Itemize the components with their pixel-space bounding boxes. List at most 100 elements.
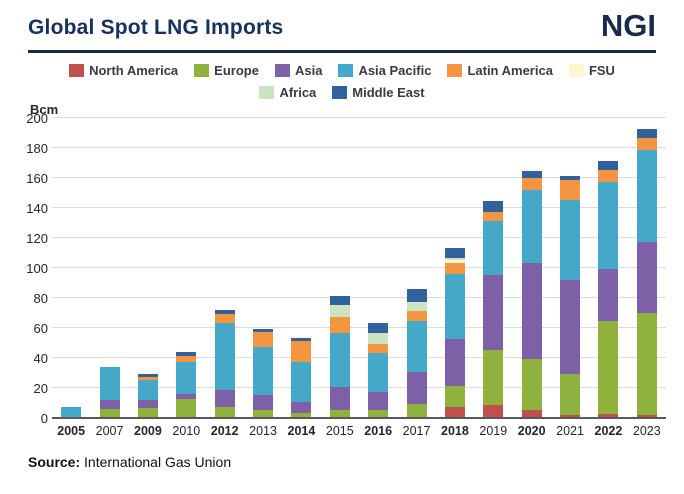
legend-swatch: [332, 86, 348, 99]
segment-europe: [137, 408, 158, 417]
legend-item-asia: Asia: [274, 63, 323, 78]
bar-2019: [483, 201, 504, 417]
y-tick-label: 40: [33, 351, 48, 366]
segment-asia-pacific: [329, 333, 350, 387]
x-tick-label: 2012: [210, 424, 239, 438]
segment-africa: [406, 301, 427, 312]
chart: 0 20 40 60 80 100 120 140 160 180 200: [20, 111, 666, 426]
segment-latin-america: [176, 355, 197, 363]
segment-asia-pacific: [214, 322, 235, 390]
x-tick-label: 2013: [249, 424, 277, 438]
x-tick-label: 2016: [364, 424, 393, 438]
legend-label: Latin America: [467, 63, 553, 78]
segment-latin-america: [329, 317, 350, 333]
legend-label: Asia: [294, 63, 323, 78]
segment-asia: [560, 279, 581, 375]
bar-slot: [129, 119, 167, 417]
legend-swatch: [338, 64, 354, 77]
bar-2015: [329, 295, 350, 417]
segment-europe: [329, 410, 350, 417]
segment-asia-pacific: [521, 189, 542, 264]
y-tick-label: 160: [26, 171, 48, 186]
segment-latin-america: [483, 211, 504, 221]
source-label: Source:: [28, 454, 81, 470]
plot-area: [52, 117, 666, 419]
x-axis-labels: 2005 2007 2009 2010 2012 2013 2014 2015 2016 2017…: [52, 424, 666, 438]
segment-asia: [598, 268, 619, 321]
segment-europe: [368, 409, 389, 417]
segment-europe: [214, 406, 235, 417]
segment-asia: [137, 399, 158, 408]
y-tick-label: 60: [33, 321, 48, 336]
legend-item-latin-america: Latin America: [447, 63, 553, 78]
segment-latin-america: [214, 313, 235, 323]
segment-asia: [483, 275, 504, 351]
gridline: [52, 237, 666, 238]
segment-latin-america: [406, 311, 427, 321]
x-tick-label: 2007: [95, 424, 124, 438]
legend-label: Europe: [214, 63, 259, 78]
segment-middle-east: [176, 351, 197, 356]
gridline: [52, 207, 666, 208]
gridline: [52, 117, 666, 118]
gridline: [52, 147, 666, 148]
segment-asia: [636, 242, 657, 313]
x-tick-label: 2020: [517, 424, 546, 438]
legend-item-fsu: FSU: [568, 63, 615, 78]
segment-latin-america: [137, 376, 158, 381]
segment-latin-america: [253, 332, 274, 348]
segment-asia-pacific: [61, 407, 82, 417]
x-tick-label: 2017: [402, 424, 431, 438]
segment-asia-pacific: [483, 220, 504, 276]
bar-2021: [560, 175, 581, 417]
segment-europe: [636, 312, 657, 415]
bar-2017: [406, 288, 427, 417]
source-line: Source: International Gas Union: [28, 454, 684, 470]
segment-europe: [291, 413, 312, 417]
bar-2014: [291, 338, 312, 417]
legend-item-north-america: North America: [69, 63, 178, 78]
bar-slot: [206, 119, 244, 417]
segment-asia: [368, 392, 389, 410]
segment-asia: [253, 395, 274, 410]
segment-europe: [406, 403, 427, 417]
bar-slot: [167, 119, 205, 417]
y-tick-label: 140: [26, 201, 48, 216]
segment-asia: [444, 339, 465, 386]
segment-africa: [368, 333, 389, 345]
segment-middle-east: [329, 295, 350, 305]
segment-fsu: [444, 260, 465, 263]
legend-swatch: [274, 64, 290, 77]
segment-middle-east: [560, 175, 581, 180]
legend-item-africa: Africa: [259, 85, 316, 100]
segment-europe: [560, 374, 581, 415]
segment-africa: [329, 304, 350, 318]
segment-europe: [253, 409, 274, 417]
segment-asia: [521, 263, 542, 359]
bar-2018: [444, 248, 465, 417]
legend-item-middle-east: Middle East: [332, 85, 425, 100]
gridline: [52, 267, 666, 268]
bar-2023: [636, 129, 657, 417]
legend-swatch: [447, 64, 463, 77]
legend-item-europe: Europe: [194, 63, 259, 78]
segment-asia-pacific: [444, 273, 465, 339]
source-text: International Gas Union: [84, 454, 232, 470]
segment-europe: [598, 321, 619, 414]
segment-middle-east: [444, 248, 465, 258]
segment-middle-east: [521, 171, 542, 178]
y-axis-unit-label: Bcm: [30, 102, 59, 117]
segment-latin-america: [444, 262, 465, 274]
segment-africa: [444, 258, 465, 261]
legend-item-asia-pacific: Asia Pacific: [338, 63, 431, 78]
header-divider: [28, 50, 656, 53]
legend-label: Africa: [279, 85, 317, 100]
segment-north-america: [483, 405, 504, 417]
x-tick-label: 2015: [325, 424, 354, 438]
segment-middle-east: [291, 338, 312, 341]
x-tick-label: 2023: [632, 424, 661, 438]
legend-label: Asia Pacific: [358, 63, 432, 78]
bar-slot: [628, 119, 666, 417]
legend-swatch: [69, 64, 85, 77]
segment-asia: [176, 393, 197, 399]
